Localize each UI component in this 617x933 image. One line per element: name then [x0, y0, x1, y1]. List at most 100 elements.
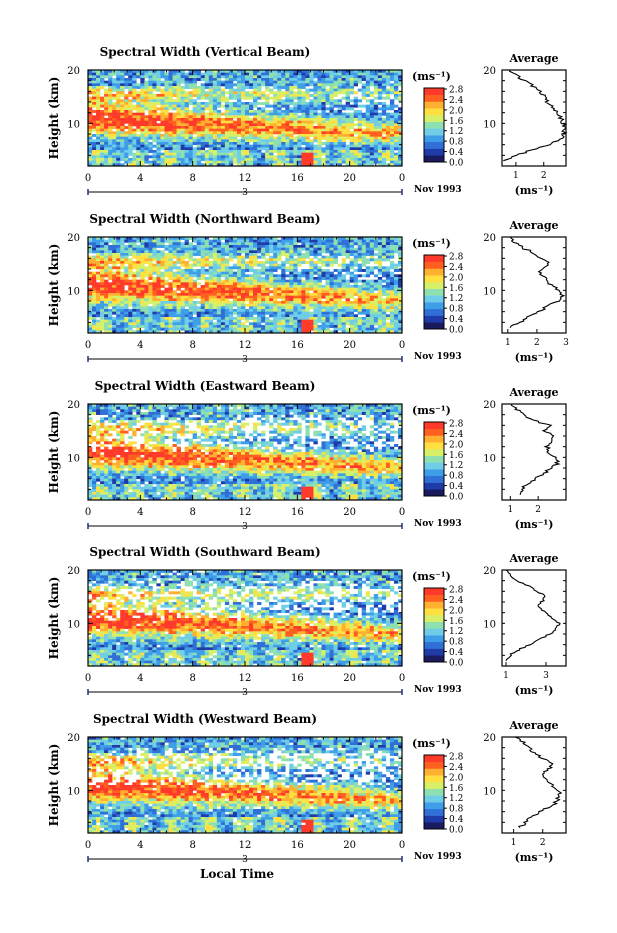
heatmap-cell: [108, 97, 112, 100]
heatmap-cell: [358, 115, 362, 118]
heatmap-cell: [317, 142, 321, 145]
heatmap-cell: [334, 134, 338, 137]
heatmap-cell: [128, 258, 132, 261]
heatmap-cell: [277, 78, 281, 81]
heatmap-cell: [148, 296, 152, 299]
heatmap-cell: [374, 253, 378, 256]
heatmap-cell: [394, 75, 398, 78]
heatmap-cell: [181, 304, 185, 307]
heatmap-cell: [116, 110, 120, 113]
heatmap-cell: [177, 269, 181, 272]
heatmap-cell: [156, 242, 160, 245]
heatmap-cell: [136, 258, 140, 261]
heatmap-cell: [237, 78, 241, 81]
heatmap-cell: [164, 145, 168, 148]
heatmap-cell: [338, 134, 342, 137]
heatmap-cell: [309, 94, 313, 97]
heatmap-cell: [108, 240, 112, 243]
heatmap-cell: [346, 99, 350, 102]
heatmap-cell: [382, 155, 386, 158]
heatmap-cell: [382, 290, 386, 293]
heatmap-cell: [112, 277, 116, 280]
heatmap-cell: [305, 317, 309, 320]
heatmap-cell: [132, 118, 136, 121]
heatmap-cell: [289, 83, 293, 86]
heatmap-cell: [350, 301, 354, 304]
heatmap-cell: [156, 97, 160, 100]
heatmap-cell: [197, 288, 201, 291]
heatmap-cell: [326, 248, 330, 251]
heatmap-cell: [277, 309, 281, 312]
heatmap-cell: [390, 115, 394, 118]
heatmap-cell: [317, 102, 321, 105]
heatmap-cell: [144, 145, 148, 148]
heatmap-cell: [140, 277, 144, 280]
heatmap-cell: [92, 285, 96, 288]
heatmap-cell: [370, 75, 374, 78]
heatmap-cell: [193, 137, 197, 140]
heatmap-cell: [257, 81, 261, 84]
heatmap-cell: [104, 293, 108, 296]
heatmap-cell: [342, 161, 346, 164]
heatmap-cell: [285, 269, 289, 272]
heatmap-cell: [374, 150, 378, 153]
heatmap-cell: [338, 277, 342, 280]
heatmap-cell: [358, 123, 362, 126]
heatmap-cell: [354, 306, 358, 309]
heatmap-cell: [330, 285, 334, 288]
heatmap-cell: [169, 107, 173, 110]
heatmap-cell: [96, 261, 100, 264]
heatmap-cell: [285, 78, 289, 81]
heatmap-cell: [330, 272, 334, 275]
heatmap-cell: [156, 139, 160, 142]
heatmap-cell: [273, 250, 277, 253]
heatmap-cell: [313, 282, 317, 285]
heatmap-cell: [116, 142, 120, 145]
heatmap-cell: [100, 131, 104, 134]
heatmap-cell: [112, 105, 116, 108]
heatmap-cell: [217, 81, 221, 84]
heatmap-cell: [152, 269, 156, 272]
heatmap-cell: [313, 298, 317, 301]
heatmap-cell: [116, 258, 120, 261]
heatmap-cell: [120, 137, 124, 140]
heatmap-cell: [386, 266, 390, 269]
heatmap-cell: [370, 256, 374, 259]
heatmap-cell: [277, 293, 281, 296]
heatmap-cell: [297, 153, 301, 156]
heatmap-cell: [189, 296, 193, 299]
heatmap-cell: [281, 155, 285, 158]
heatmap-cell: [265, 150, 269, 153]
heatmap-cell: [386, 107, 390, 110]
heatmap-cell: [132, 97, 136, 100]
heatmap-cell: [225, 123, 229, 126]
heatmap-cell: [277, 280, 281, 283]
heatmap-cell: [193, 123, 197, 126]
heatmap-cell: [112, 81, 116, 84]
heatmap-cell: [273, 147, 277, 150]
heatmap-cell: [124, 306, 128, 309]
heatmap-cell: [346, 256, 350, 259]
heatmap-cell: [394, 142, 398, 145]
heatmap-cell: [354, 123, 358, 126]
heatmap-cell: [201, 298, 205, 301]
heatmap-cell: [257, 320, 261, 323]
heatmap-cell: [265, 86, 269, 89]
heatmap-cell: [305, 306, 309, 309]
heatmap-cell: [285, 245, 289, 248]
heatmap-cell: [362, 73, 366, 76]
heatmap-cell: [370, 99, 374, 102]
heatmap-cell: [100, 123, 104, 126]
heatmap-cell: [229, 314, 233, 317]
heatmap-cell: [350, 280, 354, 283]
heatmap-cell: [374, 296, 378, 299]
heatmap-cell: [358, 145, 362, 148]
heatmap-cell: [354, 97, 358, 100]
heatmap-cell: [209, 113, 213, 116]
heatmap-cell: [289, 248, 293, 251]
heatmap-cell: [358, 264, 362, 267]
heatmap-cell: [148, 89, 152, 92]
heatmap-cell: [177, 89, 181, 92]
heatmap-cell: [245, 240, 249, 243]
heatmap-cell: [136, 83, 140, 86]
